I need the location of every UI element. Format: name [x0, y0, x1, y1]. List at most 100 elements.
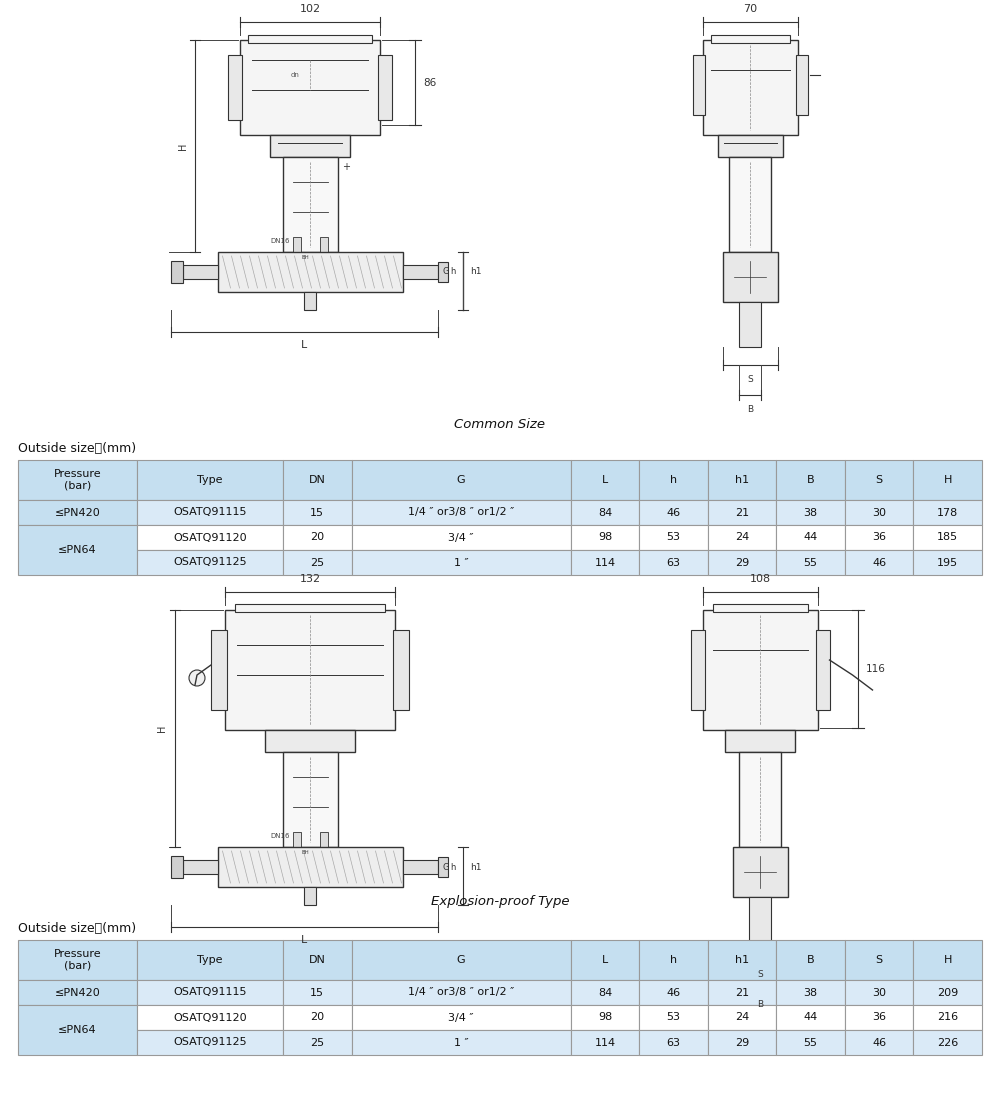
- Bar: [18, 460, 137, 500]
- Bar: [283, 550, 352, 575]
- Text: 1/4 ″ or3/8 ″ or1/2 ″: 1/4 ″ or3/8 ″ or1/2 ″: [408, 507, 514, 517]
- Bar: [708, 460, 776, 500]
- Text: 20: 20: [310, 533, 324, 543]
- Bar: [18, 525, 137, 575]
- Text: 53: 53: [667, 533, 681, 543]
- Bar: [137, 980, 283, 1005]
- Bar: [240, 40, 380, 135]
- Bar: [845, 550, 913, 575]
- Text: 63: 63: [667, 1037, 681, 1047]
- Text: G: G: [442, 268, 449, 277]
- Bar: [571, 525, 639, 550]
- Bar: [352, 460, 571, 500]
- Text: 46: 46: [667, 507, 681, 517]
- Bar: [776, 500, 845, 525]
- Bar: [739, 752, 781, 847]
- Text: 36: 36: [872, 533, 886, 543]
- Text: 98: 98: [598, 533, 612, 543]
- Bar: [292, 237, 300, 252]
- Text: 15: 15: [310, 988, 324, 998]
- Text: 25: 25: [310, 558, 324, 568]
- Text: +: +: [342, 162, 351, 172]
- Text: DN: DN: [309, 956, 326, 964]
- Bar: [702, 40, 798, 135]
- Text: 21: 21: [735, 507, 749, 517]
- Bar: [708, 550, 776, 575]
- Text: 226: 226: [937, 1037, 958, 1047]
- Text: Outside size　(mm): Outside size (mm): [18, 442, 136, 455]
- Bar: [845, 940, 913, 980]
- Text: 63: 63: [667, 558, 681, 568]
- Bar: [796, 55, 808, 115]
- Text: Outside size　(mm): Outside size (mm): [18, 922, 136, 935]
- Circle shape: [755, 867, 765, 878]
- Text: 53: 53: [667, 1012, 681, 1022]
- Bar: [571, 940, 639, 980]
- Bar: [639, 980, 708, 1005]
- Text: OSATQ91115: OSATQ91115: [173, 988, 247, 998]
- Bar: [710, 35, 790, 43]
- Bar: [137, 460, 283, 500]
- Bar: [352, 525, 571, 550]
- Bar: [708, 500, 776, 525]
- Text: ≤PN420: ≤PN420: [55, 507, 100, 517]
- Bar: [283, 1005, 352, 1030]
- Bar: [304, 888, 316, 905]
- Text: 36: 36: [872, 1012, 886, 1022]
- Bar: [137, 1005, 283, 1030]
- Text: B: B: [757, 1000, 763, 1009]
- Text: OSATQ91120: OSATQ91120: [173, 533, 247, 543]
- Text: 216: 216: [937, 1012, 958, 1022]
- Text: h1: h1: [735, 475, 749, 485]
- Text: S: S: [757, 970, 763, 979]
- Text: 21: 21: [735, 988, 749, 998]
- Bar: [639, 525, 708, 550]
- Text: H: H: [944, 475, 952, 485]
- Bar: [913, 500, 982, 525]
- Bar: [692, 55, 704, 115]
- Text: 46: 46: [872, 558, 886, 568]
- Bar: [218, 252, 402, 292]
- Bar: [283, 157, 338, 252]
- Circle shape: [745, 272, 755, 282]
- Bar: [776, 1005, 845, 1030]
- Bar: [776, 550, 845, 575]
- Bar: [776, 940, 845, 980]
- Bar: [639, 500, 708, 525]
- Bar: [438, 262, 448, 282]
- Bar: [571, 1005, 639, 1030]
- Text: 84: 84: [598, 988, 612, 998]
- Bar: [913, 1030, 982, 1055]
- Text: 178: 178: [937, 507, 958, 517]
- Bar: [913, 550, 982, 575]
- Bar: [211, 630, 227, 710]
- Text: H: H: [944, 956, 952, 964]
- Text: H: H: [178, 143, 188, 149]
- Text: 108: 108: [749, 574, 771, 584]
- Text: Type: Type: [197, 475, 223, 485]
- Text: Explosion-proof Type: Explosion-proof Type: [431, 895, 569, 908]
- Text: OSATQ91125: OSATQ91125: [173, 558, 247, 568]
- Text: 55: 55: [804, 558, 818, 568]
- Bar: [712, 604, 808, 612]
- Text: OSATQ91120: OSATQ91120: [173, 1012, 247, 1022]
- Text: 132: 132: [299, 574, 321, 584]
- Text: 84: 84: [598, 507, 612, 517]
- Bar: [571, 550, 639, 575]
- Bar: [749, 896, 771, 942]
- Text: ≤PN64: ≤PN64: [58, 1025, 97, 1035]
- Bar: [913, 1005, 982, 1030]
- Bar: [845, 1005, 913, 1030]
- Text: B: B: [807, 956, 814, 964]
- Bar: [137, 940, 283, 980]
- Bar: [845, 460, 913, 500]
- Bar: [402, 265, 438, 279]
- Text: S: S: [876, 956, 883, 964]
- Bar: [352, 500, 571, 525]
- Text: 114: 114: [595, 558, 616, 568]
- Bar: [182, 860, 218, 874]
- Text: 29: 29: [735, 1037, 749, 1047]
- Text: G: G: [457, 956, 465, 964]
- Bar: [729, 157, 771, 252]
- Bar: [690, 630, 704, 710]
